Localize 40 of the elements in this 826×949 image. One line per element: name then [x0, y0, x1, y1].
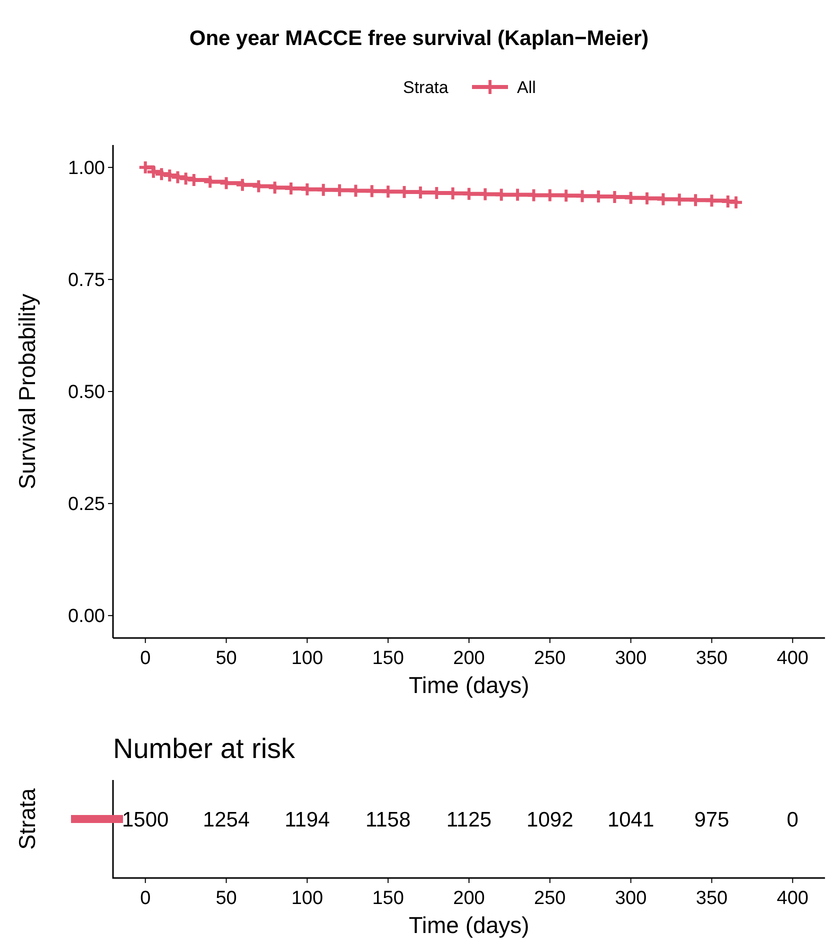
y-axis-title: Survival Probability [14, 293, 40, 490]
data-label: 0 [786, 808, 798, 832]
data-label: 1041 [607, 808, 654, 832]
data-label: 975 [694, 808, 730, 832]
y-tick-label: 0.50 [68, 382, 105, 404]
y-tick-label: 0.25 [68, 494, 105, 516]
data-label: 1158 [366, 808, 411, 832]
x-tick-label: 100 [291, 648, 324, 669]
data-label: 1194 [284, 808, 330, 832]
chart-title: Number at risk [113, 733, 296, 764]
x-tick-label: 150 [372, 888, 404, 909]
x-axis-title: Time (days) [408, 912, 530, 938]
x-axis-title: Time (days) [408, 672, 530, 698]
x-tick-label: 50 [216, 648, 237, 669]
x-tick-label: 200 [453, 888, 485, 909]
chart-title: One year MACCE free survival (Kaplan−Meier) [189, 27, 649, 50]
x-tick-label: 0 [140, 648, 151, 669]
x-tick-label: 400 [776, 888, 808, 909]
x-tick-label: 200 [453, 648, 485, 669]
y-tick-label: 1.00 [68, 158, 105, 180]
x-tick-label: 300 [614, 888, 647, 909]
x-tick-label: 0 [140, 888, 151, 909]
legend-title: Strata [403, 78, 449, 97]
x-tick-label: 300 [614, 648, 647, 669]
x-tick-label: 250 [534, 648, 566, 669]
x-tick-label: 150 [372, 648, 404, 669]
x-tick-label: 350 [696, 648, 728, 669]
x-tick-label: 100 [291, 888, 324, 909]
legend-label: All [517, 78, 536, 97]
data-label: 1254 [202, 808, 250, 832]
y-tick-label: 0.00 [68, 606, 105, 628]
data-label: 1092 [526, 808, 574, 832]
data-label: 1500 [122, 808, 169, 832]
y-axis-title: Strata [14, 788, 40, 850]
data-label: 1125 [446, 808, 492, 832]
x-tick-label: 50 [216, 888, 237, 909]
x-tick-label: 250 [534, 888, 566, 909]
x-tick-label: 400 [776, 648, 808, 669]
x-tick-label: 350 [696, 888, 728, 909]
y-tick-label: 0.75 [68, 270, 105, 292]
